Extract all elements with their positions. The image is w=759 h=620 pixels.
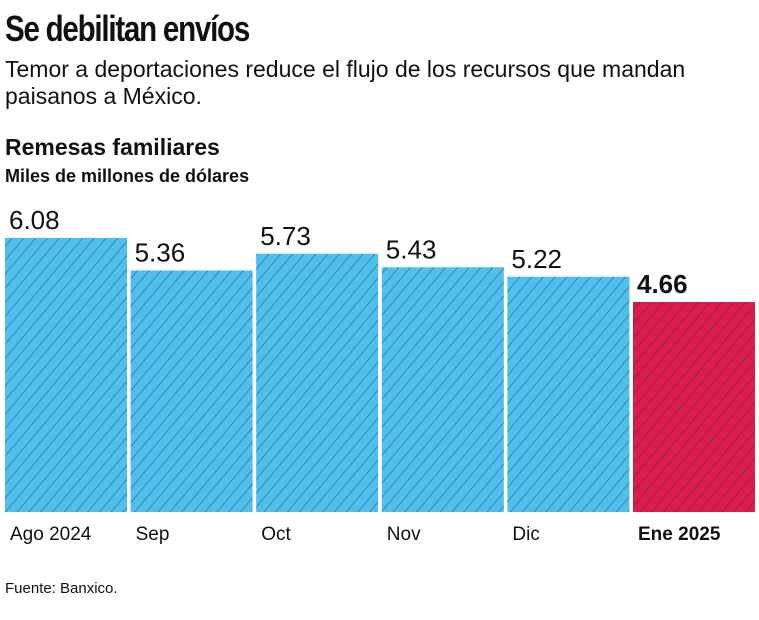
bar-group: 6.08 Ago 2024 [5, 205, 127, 545]
value-label: 6.08 [9, 205, 60, 235]
value-label: 4.66 [637, 269, 688, 299]
bar-hatch [256, 253, 379, 513]
value-label: 5.73 [260, 221, 311, 251]
bar-hatch [381, 267, 504, 512]
bar-hatch [507, 276, 630, 512]
bar-hatch [5, 238, 127, 512]
category-label: Dic [512, 524, 539, 545]
category-label: Ene 2025 [638, 524, 721, 545]
subtitle: Temor a deportaciones reduce el flujo de… [5, 56, 686, 109]
value-label: 5.43 [386, 234, 437, 264]
headline: Se debilitan envíos [5, 8, 250, 49]
bar-group: 5.22 Dic [507, 244, 630, 545]
chart-title: Remesas familiares [5, 134, 220, 160]
bar-group: 4.66 Ene 2025 [633, 269, 755, 545]
bar-group: 5.73 Oct [256, 221, 379, 545]
value-label: 5.36 [135, 237, 186, 267]
bar-hatch [633, 301, 755, 512]
bar-group: 5.36 Sep [130, 237, 253, 545]
category-label: Sep [136, 524, 170, 545]
category-label: Nov [387, 524, 421, 545]
bar-hatch [130, 270, 253, 512]
value-label: 5.22 [511, 244, 562, 274]
unit-label: Miles de millones de dólares [5, 166, 250, 186]
bar-group: 5.43 Nov [381, 234, 504, 545]
category-label: Oct [261, 524, 291, 545]
source-note: Fuente: Banxico. [5, 580, 118, 597]
category-label: Ago 2024 [10, 524, 92, 545]
